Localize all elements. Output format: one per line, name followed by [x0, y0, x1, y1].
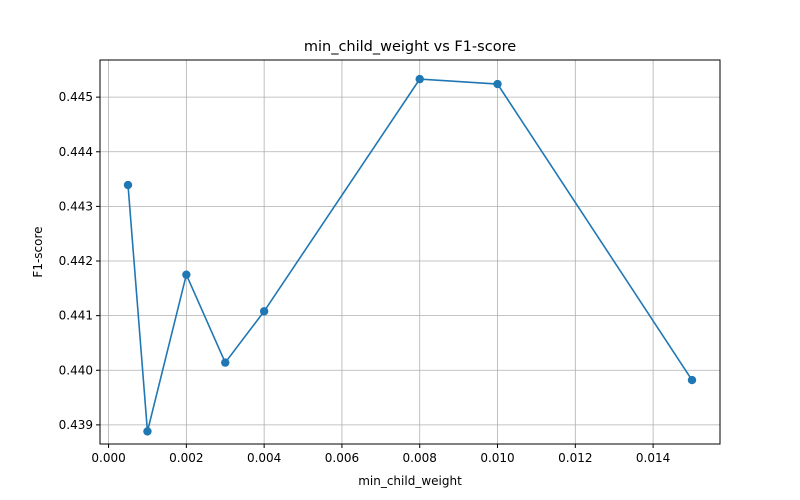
x-tick-label: 0.010: [480, 451, 514, 465]
series-group: [123, 74, 697, 436]
data-point: [221, 358, 230, 367]
series-line: [127, 78, 693, 432]
grid-lines: [100, 60, 720, 444]
y-tick-label: 0.440: [59, 363, 93, 377]
data-point: [687, 375, 697, 385]
y-tick-label: 0.444: [59, 145, 93, 159]
x-tick-label: 0.002: [169, 451, 203, 465]
x-tick-label: 0.006: [325, 451, 359, 465]
x-tick-label: 0.012: [558, 451, 592, 465]
y-tick-label: 0.443: [59, 199, 93, 213]
x-axis-ticks: 0.000 0.002 0.004 0.006 0.008 0.010 0.012 0.014: [91, 444, 670, 465]
x-axis-label: min_child_weight: [358, 474, 462, 488]
y-tick-label: 0.445: [59, 90, 93, 104]
data-point: [143, 427, 152, 436]
y-axis-ticks: 0.439 0.440 0.441 0.442 0.443 0.444 0.445: [59, 90, 100, 432]
chart-title: min_child_weight vs F1-score: [304, 39, 516, 55]
data-point: [493, 79, 502, 89]
x-tick-label: 0.004: [247, 451, 281, 465]
y-tick-label: 0.441: [59, 309, 93, 323]
plot-frame: [99, 59, 721, 445]
data-point: [123, 180, 133, 190]
x-tick-label: 0.000: [91, 451, 125, 465]
y-tick-label: 0.442: [59, 254, 93, 268]
data-point: [259, 307, 269, 316]
data-point: [182, 270, 191, 279]
data-point: [415, 74, 424, 84]
x-tick-label: 0.008: [403, 451, 437, 465]
y-tick-label: 0.439: [59, 418, 93, 432]
y-axis-label: F1-score: [31, 226, 45, 277]
x-tick-label: 0.014: [636, 451, 670, 465]
